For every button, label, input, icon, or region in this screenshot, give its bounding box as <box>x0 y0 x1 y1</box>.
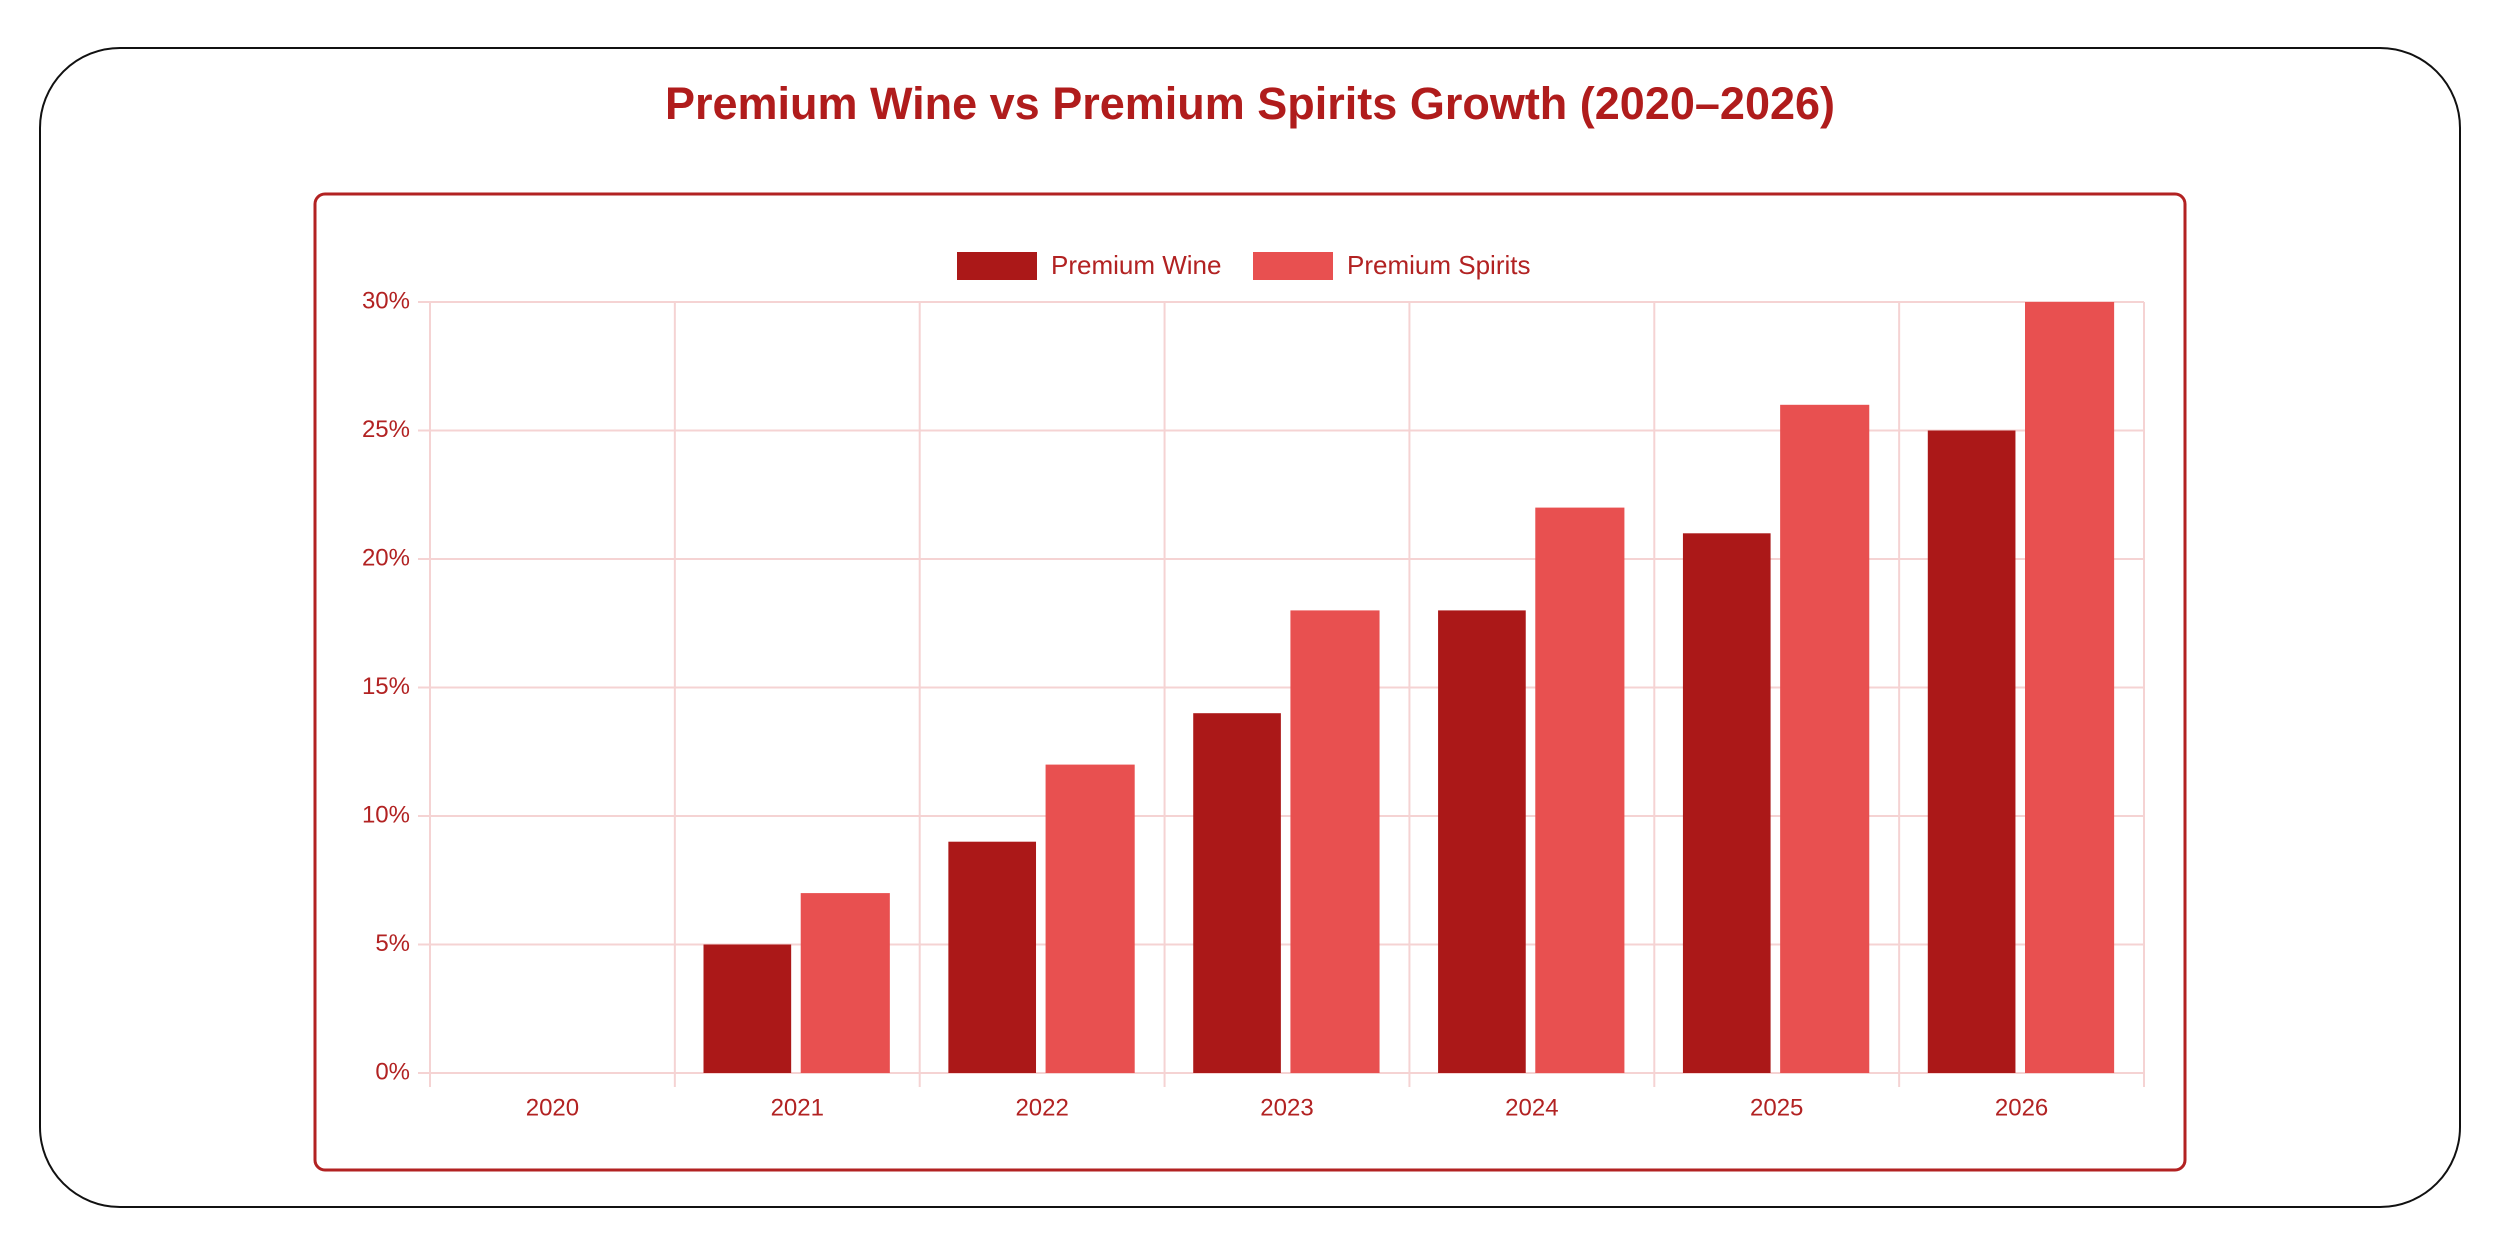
bar <box>1438 610 1526 1073</box>
legend-swatch <box>957 252 1037 280</box>
bar <box>2024 302 2115 1073</box>
y-tick-label: 20% <box>362 544 410 571</box>
bar <box>948 841 1037 1073</box>
x-tick-label: 2020 <box>526 1094 579 1121</box>
legend-label: Premium Spirits <box>1347 250 1530 280</box>
bar <box>1780 404 1870 1073</box>
bar <box>1290 610 1380 1073</box>
x-tick-label: 2024 <box>1505 1094 1558 1121</box>
bar <box>1682 533 1771 1073</box>
bar <box>703 944 792 1073</box>
x-tick-label: 2022 <box>1015 1094 1068 1121</box>
x-tick-label: 2021 <box>771 1094 824 1121</box>
legend-label: Premium Wine <box>1051 250 1221 280</box>
x-tick-label: 2023 <box>1260 1094 1313 1121</box>
legend-swatch <box>1253 252 1333 280</box>
bar <box>1193 713 1281 1073</box>
y-tick-label: 15% <box>362 673 410 700</box>
x-tick-label: 2025 <box>1750 1094 1803 1121</box>
y-tick-label: 25% <box>362 416 410 443</box>
y-tick-label: 10% <box>362 801 410 828</box>
y-tick-label: 30% <box>362 287 410 314</box>
y-tick-label: 0% <box>375 1058 410 1085</box>
bar <box>800 893 890 1073</box>
bar <box>1045 764 1135 1073</box>
x-tick-label: 2026 <box>1995 1094 2048 1121</box>
bar <box>1927 430 2016 1073</box>
chart-title: Premium Wine vs Premium Spirits Growth (… <box>665 78 1835 129</box>
bar <box>1535 507 1625 1074</box>
y-tick-label: 5% <box>375 930 410 957</box>
